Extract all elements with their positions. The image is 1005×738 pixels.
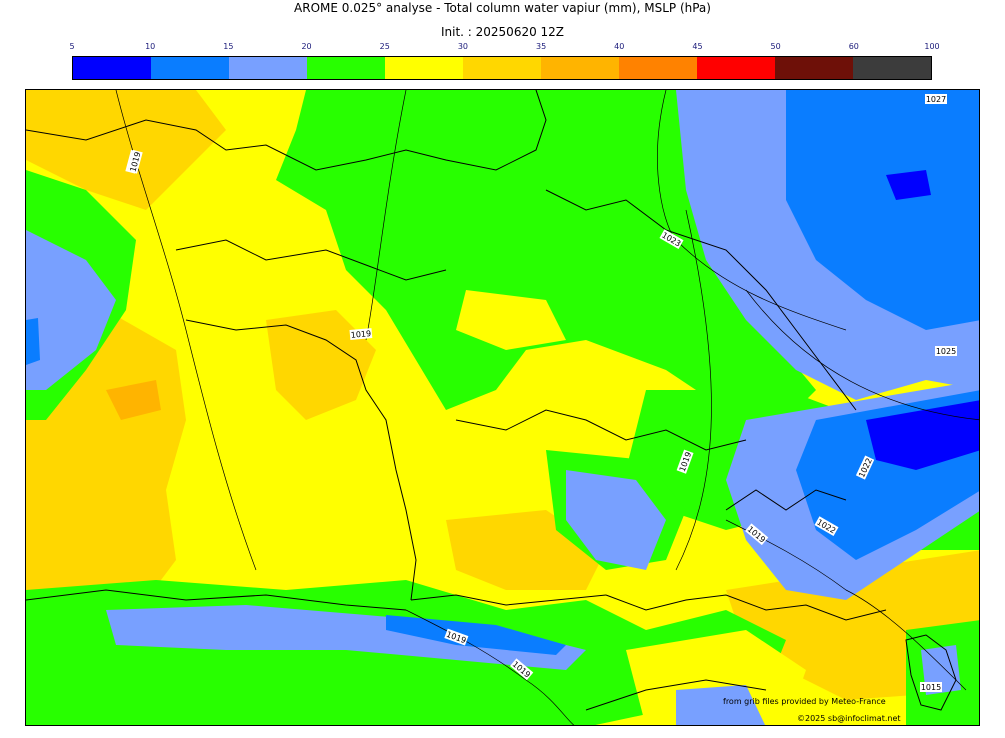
svg-text:1019: 1019	[350, 329, 371, 340]
field-10-15-west	[26, 318, 40, 365]
colorbar-tick: 100	[924, 42, 940, 51]
svg-text:1025: 1025	[936, 347, 956, 356]
isobar-label: 1027	[925, 94, 947, 104]
map-title: AROME 0.025° analyse - Total column wate…	[294, 1, 711, 15]
colorbar-tick: 45	[692, 42, 703, 51]
colorbar-tick: 10	[145, 42, 156, 51]
colorbar-tick: 35	[535, 42, 547, 51]
init-time: Init. : 20250620 12Z	[440, 25, 565, 39]
colorbar-tick: 50	[770, 42, 781, 51]
colorbar-tick: 60	[848, 42, 859, 51]
field-10-15-ne	[786, 90, 979, 330]
field-30-35-west	[26, 90, 226, 210]
isobar-label: 1025	[935, 346, 957, 356]
copyright: ©2025 sb@infoclimat.net	[797, 714, 901, 723]
coastlines	[26, 90, 957, 711]
svg-text:1027: 1027	[926, 95, 946, 104]
field-15-20-gulf	[676, 685, 766, 725]
source-credit: from grib files provided by Meteo-France	[723, 697, 886, 706]
colorbar-segment	[775, 57, 853, 79]
field-15-20-pyrenees	[106, 605, 586, 670]
colorbar-segment	[463, 57, 541, 79]
isobar-label: 1015	[920, 682, 942, 692]
field-5-10-germany	[886, 170, 931, 200]
field-15-20-massif	[566, 470, 666, 570]
colorbar-segment	[151, 57, 229, 79]
field-20-25-north	[276, 90, 816, 420]
colorbar-segment	[307, 57, 385, 79]
colorbar	[72, 56, 932, 80]
isobar-label: 1019	[349, 328, 373, 340]
field-15-20-west	[26, 230, 116, 390]
colorbar-segment	[853, 57, 931, 79]
field-25-30-center	[456, 290, 566, 350]
colorbar-tick-labels: 5 10 15 20 25 30 35 40 45 50 60 100	[69, 42, 939, 54]
map-fields: 1019101910271023102510191022101910191022…	[26, 90, 979, 725]
weather-map[interactable]: 1019101910271023102510191022101910191022…	[25, 89, 980, 726]
field-30-35-center	[266, 310, 376, 420]
colorbar-segment	[619, 57, 697, 79]
field-10-15-pyr	[386, 615, 566, 655]
colorbar-segment	[385, 57, 463, 79]
svg-text:1015: 1015	[921, 683, 941, 692]
colorbar-tick: 15	[223, 42, 234, 51]
field-25-30-med	[626, 630, 806, 725]
colorbar-segment	[229, 57, 307, 79]
colorbar-tick: 30	[457, 42, 468, 51]
field-35-40-spot	[106, 380, 161, 420]
field-5-10-alps	[866, 400, 979, 470]
colorbar-segment	[541, 57, 619, 79]
colorbar-segment	[697, 57, 775, 79]
colorbar-tick: 5	[69, 42, 75, 51]
colorbar-tick: 25	[379, 42, 390, 51]
colorbar-tick: 20	[301, 42, 312, 51]
colorbar-segment	[73, 57, 151, 79]
colorbar-tick: 40	[614, 42, 625, 51]
